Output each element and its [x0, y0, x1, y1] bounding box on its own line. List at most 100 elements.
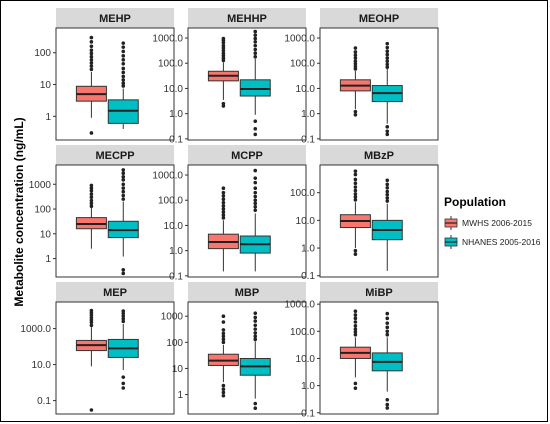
outlier-point [221, 43, 226, 48]
outlier-point [121, 54, 126, 58]
outlier-point [353, 252, 358, 256]
outlier-point [121, 189, 126, 194]
outlier-point [353, 181, 358, 186]
facet-title: MBzP [364, 150, 394, 162]
outlier-point [89, 40, 94, 44]
y-tick-label: 1000.0 [152, 171, 183, 182]
y-tick-label: 10 [172, 364, 184, 375]
outlier-point [121, 309, 126, 313]
box-nhanes [371, 178, 403, 271]
outlier-point [89, 323, 94, 328]
outlier-point [121, 171, 126, 175]
outlier-point [253, 334, 258, 339]
outlier-point [385, 332, 390, 337]
y-tick-label: 100.0 [158, 196, 183, 207]
legend-label: NHANES 2005-2016 [462, 237, 541, 247]
outlier-point [221, 213, 226, 217]
outlier-point [353, 248, 358, 253]
outlier-point [353, 195, 358, 199]
y-tick-label: 1.0 [301, 244, 315, 255]
outlier-point [253, 323, 258, 328]
outlier-point [353, 46, 358, 50]
outlier-point [385, 62, 390, 67]
box-nhanes [239, 311, 271, 411]
outlier-point [121, 168, 126, 172]
outlier-point [253, 168, 258, 173]
outlier-point [385, 65, 390, 69]
outlier-point [253, 315, 258, 320]
y-tick-label: 1.0 [301, 109, 315, 120]
y-tick-label: 1 [45, 112, 51, 123]
outlier-point [253, 119, 258, 124]
outlier-point [121, 45, 126, 49]
outlier-point [353, 109, 358, 114]
outlier-point [121, 319, 126, 324]
y-tick-label: 10.0 [164, 84, 184, 95]
box-nhanes [239, 168, 271, 272]
outlier-point [121, 197, 126, 201]
outlier-point [385, 125, 390, 129]
y-tick-label: 1 [45, 254, 51, 265]
outlier-point [89, 48, 94, 53]
outlier-point [121, 66, 126, 71]
y-tick-label: 10.0 [296, 216, 316, 227]
outlier-point [353, 320, 358, 324]
y-tick-label: 100.0 [290, 327, 315, 338]
y-tick-label: 100 [34, 205, 51, 216]
box-mwhs [339, 309, 371, 391]
outlier-point [121, 81, 126, 86]
outlier-point [221, 320, 226, 324]
outlier-point [221, 216, 226, 220]
outlier-point [353, 323, 358, 328]
outlier-point [221, 186, 226, 191]
outlier-point [385, 321, 390, 325]
outlier-point [89, 183, 94, 188]
y-tick-label: 1.0 [169, 246, 183, 257]
outlier-point [385, 41, 390, 46]
outlier-point [253, 33, 258, 37]
outlier-point [353, 112, 358, 117]
facet-title: MECPP [95, 150, 134, 162]
outlier-point [89, 315, 94, 320]
box-nhanes [107, 168, 139, 276]
outlier-point [353, 53, 358, 57]
outlier-point [253, 40, 258, 44]
outlier-point [253, 43, 258, 48]
facet-panel-mcpp: MCPP 0.1 1.0 10.0 100.0 1000.0 [152, 145, 307, 282]
outlier-point [221, 204, 226, 208]
outlier-point [121, 375, 126, 379]
facet-strip [188, 8, 306, 28]
box-nhanes [371, 41, 403, 137]
outlier-point [221, 331, 226, 336]
box-mwhs [75, 183, 107, 249]
box-mwhs [339, 46, 371, 117]
outlier-point [253, 55, 258, 59]
facet-title: MiBP [365, 287, 393, 299]
panel-border [187, 301, 307, 415]
outlier-point [221, 190, 226, 195]
legend-entry: MWHS 2006-2015 [444, 216, 532, 230]
outlier-point [253, 337, 258, 342]
facet-title: MEOHP [359, 13, 399, 25]
box-nhanes [107, 41, 139, 129]
facet-title: MEHP [99, 13, 131, 25]
facet-strip [188, 145, 306, 165]
outlier-point [353, 64, 358, 69]
box-iqr [239, 79, 271, 97]
outlier-point [385, 398, 390, 402]
outlier-point [89, 188, 94, 193]
outlier-point [121, 61, 126, 66]
y-tick-label: 0.1 [301, 134, 315, 145]
outlier-point [353, 59, 358, 64]
outlier-point [385, 402, 390, 407]
outlier-point [353, 185, 358, 189]
y-tick-label: 10.0 [164, 221, 184, 232]
outlier-point [385, 178, 390, 183]
outlier-point [121, 49, 126, 54]
outlier-point [385, 196, 390, 200]
outlier-point [385, 192, 390, 197]
outlier-point [385, 45, 390, 50]
outlier-point [121, 175, 126, 179]
facet-title: MEHHP [227, 13, 267, 25]
